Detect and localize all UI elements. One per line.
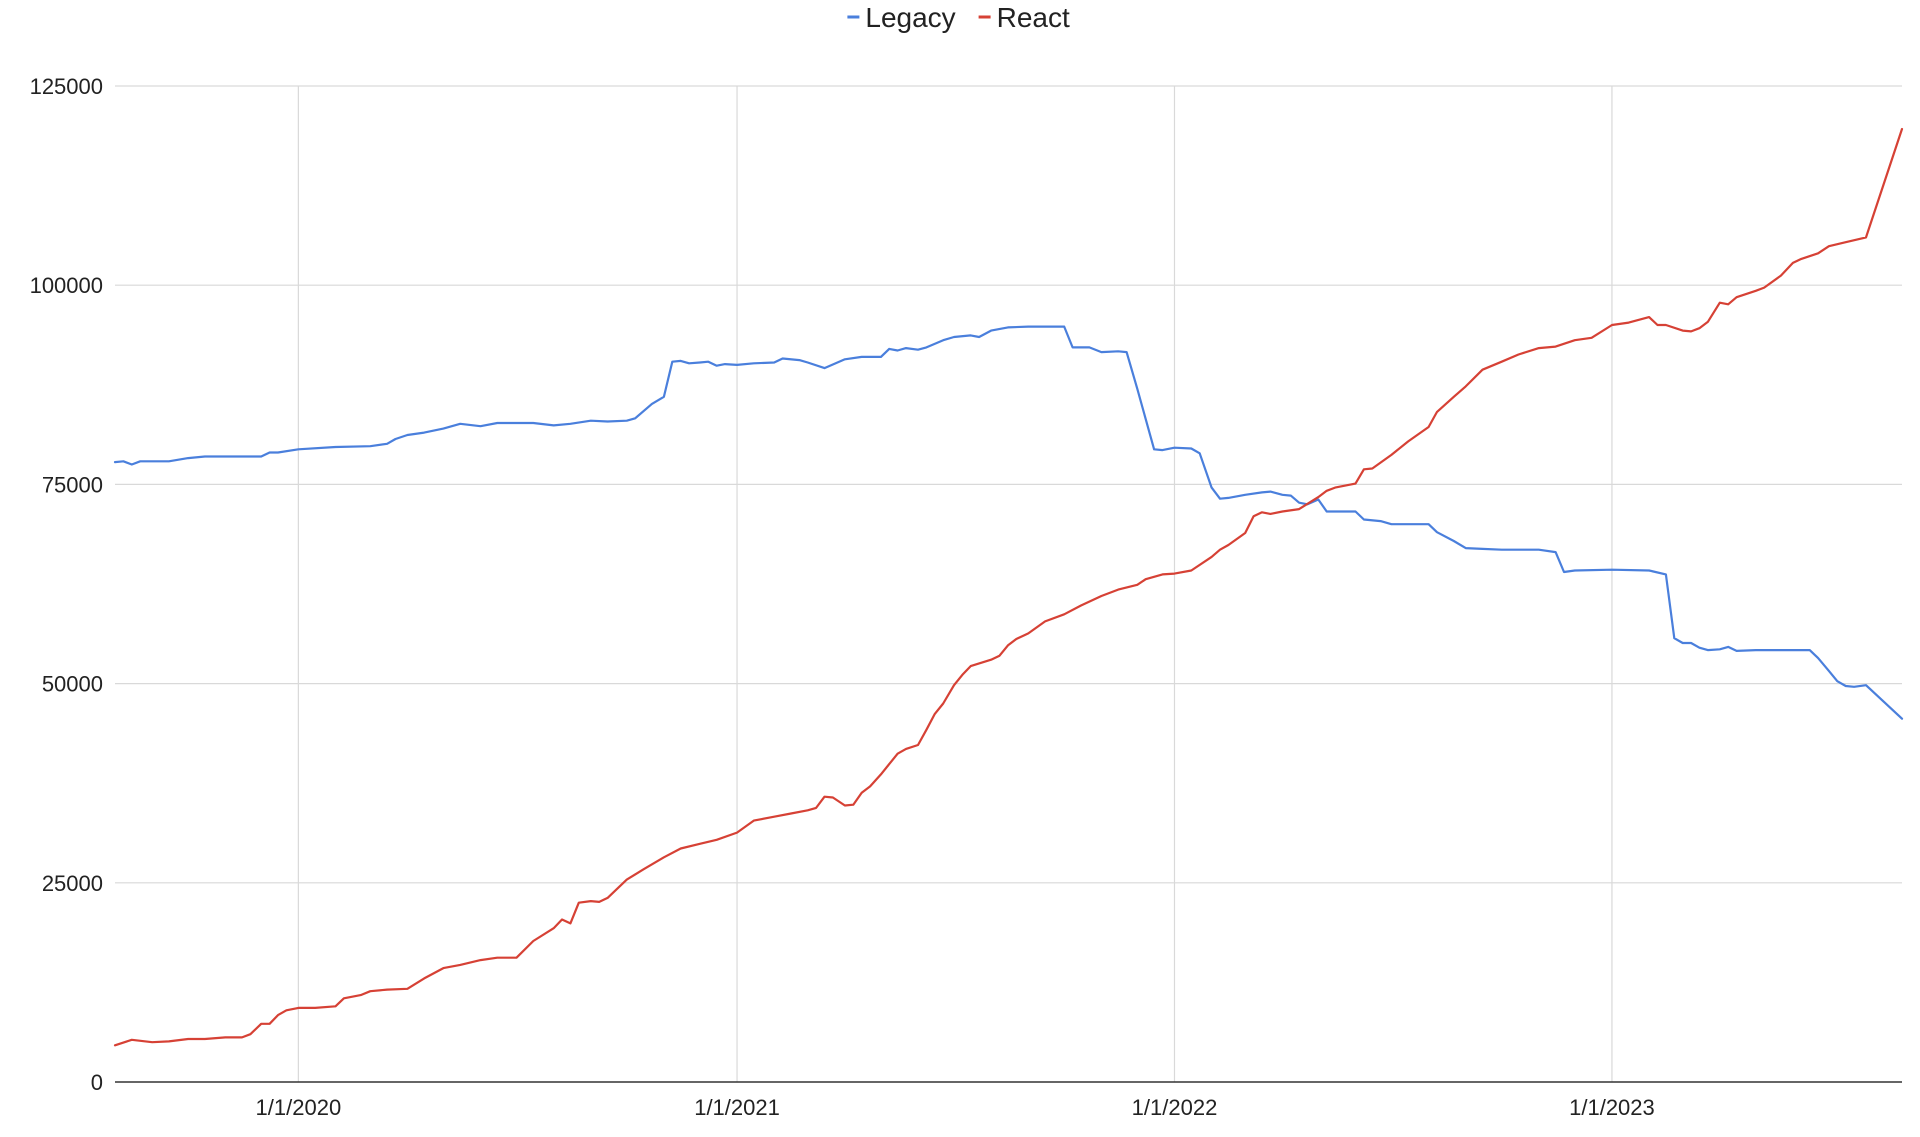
legend: Legacy React: [847, 2, 1070, 33]
y-tick-label: 125000: [30, 74, 103, 99]
y-tick-label: 75000: [42, 472, 103, 497]
series-layer: [113, 127, 1904, 1047]
legend-item-react[interactable]: React: [978, 2, 1070, 33]
y-tick-label: 100000: [30, 273, 103, 298]
x-tick-label: 1/1/2022: [1132, 1095, 1218, 1120]
y-tick-label: 25000: [42, 871, 103, 896]
x-tick-label: 1/1/2020: [256, 1095, 342, 1120]
x-tick-label: 1/1/2021: [694, 1095, 780, 1120]
series-line-react: [113, 127, 1904, 1047]
x-tick-label: 1/1/2023: [1569, 1095, 1655, 1120]
series-line-legacy: [113, 325, 1904, 720]
y-tick-label: 0: [91, 1070, 103, 1095]
grid: [115, 85, 1902, 1082]
legend-swatch: [978, 15, 991, 19]
legend-label: Legacy: [865, 2, 955, 33]
y-tick-label: 50000: [42, 672, 103, 697]
legend-item-legacy[interactable]: Legacy: [847, 2, 956, 33]
legend-swatch: [847, 15, 860, 19]
legend-label: React: [997, 2, 1070, 33]
axes: 0 25000 50000 75000 100000 125000 1/1/2020 1/1/…: [30, 74, 1902, 1120]
